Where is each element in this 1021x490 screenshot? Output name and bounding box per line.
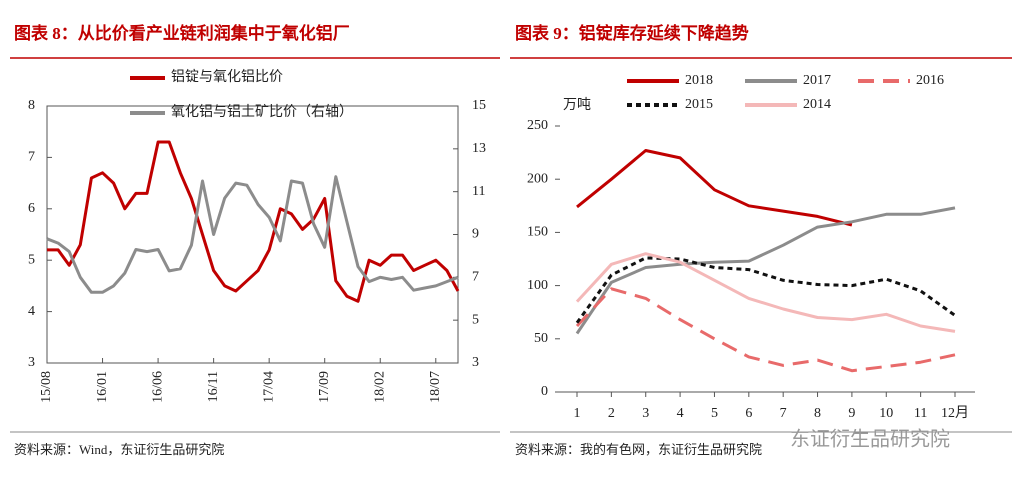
y2-tick-label: 13 bbox=[472, 141, 486, 156]
y2-tick-label: 7 bbox=[472, 270, 479, 285]
source: 资料来源：我的有色网，东证衍生品研究院 bbox=[515, 442, 762, 457]
y2-tick-label: 5 bbox=[472, 312, 479, 327]
x-tick-label: 9 bbox=[848, 406, 855, 421]
y-tick-label: 8 bbox=[28, 98, 35, 113]
x-tick-label: 15/08 bbox=[39, 371, 54, 403]
series-line bbox=[575, 252, 956, 333]
y2-tick-label: 9 bbox=[472, 227, 479, 242]
x-tick-label: 17/04 bbox=[261, 371, 276, 403]
x-tick-label: 2 bbox=[608, 406, 615, 421]
legend-label: 铝锭与氧化铝比价 bbox=[171, 69, 283, 85]
series-line bbox=[576, 149, 853, 227]
y2-tick-label: 11 bbox=[472, 184, 485, 199]
x-tick-label: 16/06 bbox=[150, 371, 165, 403]
x-tick-label: 1 bbox=[574, 406, 581, 421]
y-tick-label: 150 bbox=[527, 225, 548, 240]
legend-label: 2018 bbox=[685, 73, 713, 88]
source: 资料来源：Wind，东证衍生品研究院 bbox=[14, 442, 224, 457]
y-tick-label: 0 bbox=[541, 384, 548, 399]
legend-label: 2015 bbox=[685, 97, 713, 112]
y-tick-label: 100 bbox=[527, 278, 548, 293]
x-tick-label: 5 bbox=[711, 406, 718, 421]
chart-title: 图表 9：铝锭库存延续下降趋势 bbox=[515, 23, 749, 43]
x-tick-label: 4 bbox=[677, 406, 684, 421]
y2-tick-label: 3 bbox=[472, 355, 479, 370]
chart-title: 图表 8：从比价看产业链利润集中于氧化铝厂 bbox=[14, 23, 350, 43]
watermark: 东证衍生品研究院 bbox=[790, 427, 950, 451]
y-tick-label: 3 bbox=[28, 355, 35, 370]
x-tick-label: 7 bbox=[780, 406, 787, 421]
series-line bbox=[47, 140, 460, 303]
y-tick-label: 50 bbox=[534, 331, 548, 346]
x-tick-label: 8 bbox=[814, 406, 821, 421]
plot-frame bbox=[46, 105, 459, 364]
x-tick-label: 11 bbox=[914, 406, 927, 421]
y-tick-label: 200 bbox=[527, 171, 548, 186]
series-line bbox=[575, 287, 956, 373]
y-tick-label: 6 bbox=[28, 201, 35, 216]
x-tick-label: 18/02 bbox=[372, 371, 387, 403]
legend-label: 氧化铝与铝土矿比价（右轴） bbox=[171, 104, 353, 120]
x-tick-label: 17/09 bbox=[317, 371, 332, 403]
y-tick-label: 7 bbox=[28, 150, 35, 165]
series-line bbox=[575, 206, 956, 335]
x-tick-label: 16/11 bbox=[206, 371, 221, 402]
legend-label: 2016 bbox=[916, 73, 944, 88]
y-tick-label: 250 bbox=[527, 118, 548, 133]
y-tick-label: 4 bbox=[28, 304, 35, 319]
legend-label: 2014 bbox=[803, 97, 831, 112]
y-tick-label: 5 bbox=[28, 252, 35, 267]
x-tick-label: 12月 bbox=[941, 405, 969, 421]
x-tick-label: 16/01 bbox=[95, 371, 110, 403]
y-unit: 万吨 bbox=[563, 97, 591, 113]
series-line bbox=[46, 175, 459, 294]
x-tick-label: 10 bbox=[879, 406, 893, 421]
legend-label: 2017 bbox=[803, 73, 831, 88]
y2-tick-label: 15 bbox=[472, 98, 486, 113]
x-tick-label: 6 bbox=[745, 406, 752, 421]
x-tick-label: 18/07 bbox=[428, 371, 443, 403]
x-tick-label: 3 bbox=[642, 406, 649, 421]
series-line bbox=[575, 256, 956, 324]
